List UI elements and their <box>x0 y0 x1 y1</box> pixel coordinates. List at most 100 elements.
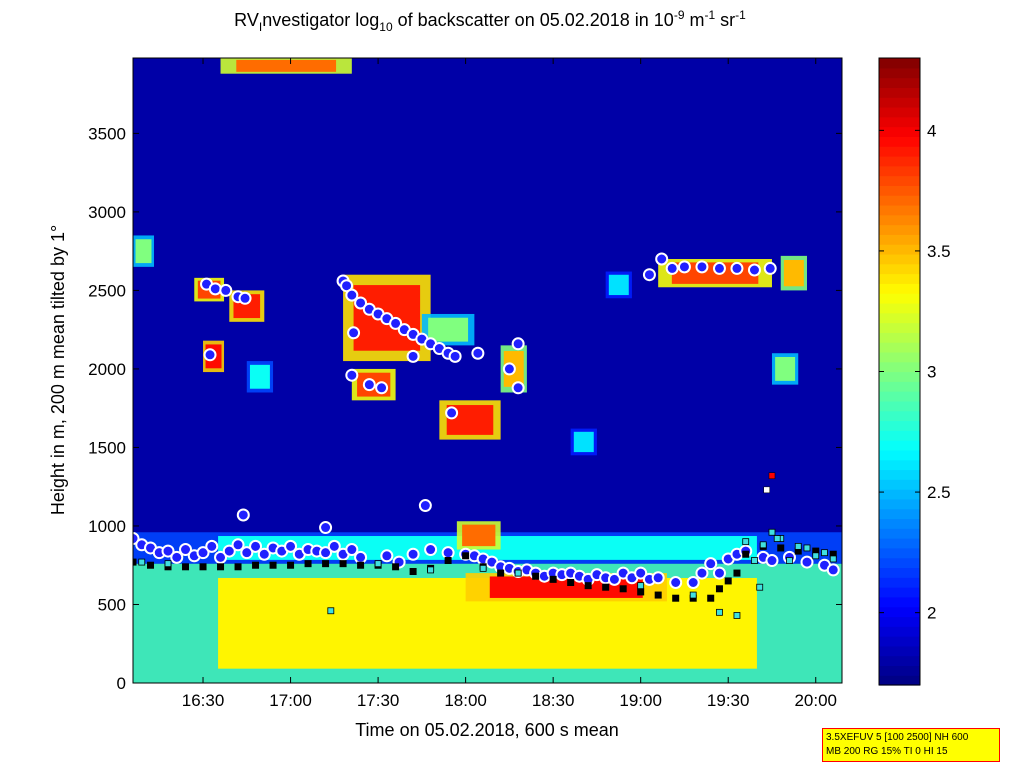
cloud-base-marker <box>238 291 252 305</box>
mixing-layer-marker <box>322 560 330 568</box>
aerosol-layer-marker <box>164 560 172 568</box>
heatmap-region-cloud-i <box>439 400 501 440</box>
colorbar-segment <box>879 283 920 294</box>
colorbar-tick-label: 4 <box>927 121 936 140</box>
series-4 <box>763 472 776 494</box>
aerosol-layer-marker <box>759 541 767 549</box>
mixing-layer-marker <box>269 561 277 569</box>
mixing-layer-marker <box>182 563 190 571</box>
colorbar-segment <box>879 302 920 314</box>
colorbar-segment <box>879 126 920 137</box>
colorbar-segment <box>879 665 920 676</box>
colorbar-segment <box>879 547 920 559</box>
heatmap-region-aerosol-h <box>421 313 475 346</box>
cloud-base-marker <box>634 566 648 580</box>
colorbar-segment <box>879 430 920 441</box>
aerosol-layer-marker <box>756 583 764 591</box>
mixing-layer-marker <box>637 588 645 596</box>
heatmap-region-aerosol-e <box>133 235 155 267</box>
cloud-base-marker <box>695 566 709 580</box>
colorbar-segment <box>879 391 920 402</box>
x-tick-label: 18:00 <box>444 691 487 710</box>
colorbar-segment <box>879 204 920 216</box>
x-tick-label: 16:30 <box>182 691 225 710</box>
colorbar-segment <box>879 577 920 588</box>
mixing-layer-marker <box>724 577 732 585</box>
colorbar-segment <box>879 322 920 333</box>
cloud-base-marker <box>389 316 403 330</box>
colorbar-segment <box>879 195 920 206</box>
info-line-2: MB 200 RG 15% TI 0 HI 15 <box>826 746 948 757</box>
colorbar-segment <box>879 67 920 79</box>
cloud-base-marker <box>347 326 361 340</box>
cloud-base-marker <box>345 288 359 302</box>
cloud-base-marker <box>642 268 656 282</box>
colorbar-segment <box>879 87 920 98</box>
cloud-base-marker <box>669 575 683 589</box>
mixing-layer-marker <box>287 561 295 569</box>
axes: 16:30 17:00 17:30 18:00 18:30 19:00 19:30 20:00… <box>88 57 843 710</box>
mixing-layer-marker <box>584 582 592 590</box>
cloud-base-marker <box>375 381 389 395</box>
colorbar-segment <box>879 106 920 118</box>
colorbar-segment <box>879 440 920 451</box>
aerosol-layer-marker <box>716 608 723 616</box>
mixing-layer-marker <box>532 572 540 580</box>
cloud-base-marker <box>231 538 245 552</box>
chart-title: RVInvestigator log10 of backscatter on 0… <box>234 8 746 34</box>
cloud-base-marker <box>704 557 718 571</box>
y-tick-label: 2500 <box>88 281 126 300</box>
colorbar-segment <box>879 332 920 343</box>
colorbar-segment <box>879 342 920 353</box>
region-core <box>462 524 496 547</box>
colorbar-segment <box>879 263 920 275</box>
x-tick-label: 19:00 <box>619 691 662 710</box>
colorbar-segment <box>879 381 920 392</box>
cloud-base-marker <box>441 546 455 560</box>
region-core <box>783 260 804 287</box>
aerosol-layer-marker <box>742 538 750 546</box>
region-core <box>573 431 594 453</box>
heatmap-region-top-cloud <box>220 58 352 74</box>
cloud-base-marker <box>763 261 777 275</box>
mixing-layer-marker <box>654 591 662 599</box>
colorbar-segment <box>879 400 920 412</box>
aerosol-layer-marker <box>327 607 335 615</box>
colorbar-segment <box>879 58 920 69</box>
aerosol-layer-marker <box>829 555 837 563</box>
cloud-base-marker <box>607 572 621 586</box>
series-0 <box>200 252 777 535</box>
cloud-base-marker <box>161 544 175 558</box>
series-1 <box>133 532 840 589</box>
mixing-layer-marker <box>199 563 207 571</box>
y-tick-label: 0 <box>117 674 126 693</box>
cloud-base-marker <box>354 296 368 310</box>
mixing-layer-marker <box>462 552 470 560</box>
region-core <box>608 274 629 296</box>
aerosol-layer-marker <box>138 558 146 566</box>
mixing-layer-marker <box>217 563 225 571</box>
heatmap-region-aerosol-l <box>605 271 632 299</box>
region-core <box>249 364 270 389</box>
marker-layer <box>133 252 840 619</box>
colorbar-segment <box>879 655 920 667</box>
region-core <box>428 317 469 342</box>
heatmap-region-aerosol-d <box>246 361 274 393</box>
colorbar-segment <box>879 518 920 529</box>
cloud-base-marker <box>257 547 271 561</box>
cloud-base-marker <box>747 263 761 277</box>
colorbar-segment <box>879 636 920 647</box>
y-tick-label: 1500 <box>88 438 126 457</box>
x-axis-label: Time on 05.02.2018, 600 s mean <box>355 720 619 740</box>
colorbar-segment <box>879 498 920 510</box>
mixing-layer-marker <box>304 560 312 568</box>
cloud-base-marker <box>511 381 525 395</box>
colorbar-segment <box>879 469 920 480</box>
region-core <box>135 239 152 264</box>
colorbar-tick-label: 3 <box>927 363 936 382</box>
mixing-layer-marker <box>392 563 400 571</box>
cloud-base-marker <box>826 563 840 577</box>
colorbar-segment <box>879 224 920 235</box>
cloud-base-marker <box>471 346 485 360</box>
cloud-base-marker <box>179 543 193 557</box>
